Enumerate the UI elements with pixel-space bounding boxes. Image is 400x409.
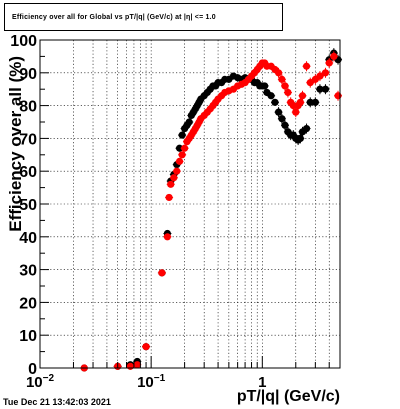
y-axis-label: Efficiency over all (%) [6, 56, 25, 232]
data-point [306, 77, 315, 88]
data-point [163, 233, 172, 241]
x-tick-label: 10−2 [26, 373, 55, 391]
data-point [311, 97, 320, 108]
data-point [306, 97, 315, 108]
y-tick-label: 60 [19, 164, 37, 181]
y-tick-label: 40 [19, 230, 37, 247]
data-point [185, 118, 194, 126]
y-tick-label: 70 [19, 131, 37, 148]
data-point [157, 269, 166, 277]
data-point [277, 113, 286, 124]
data-point [142, 343, 151, 351]
data-point [329, 51, 338, 62]
y-tick-label: 0 [28, 361, 37, 378]
data-point [280, 80, 289, 91]
data-point [267, 92, 276, 100]
data-point [175, 157, 184, 165]
timestamp: Tue Dec 21 13:42:03 2021 [3, 397, 111, 407]
chart-title: Efficiency over all for Global vs pT/|q|… [4, 3, 283, 31]
data-point [280, 120, 289, 131]
x-axis-label: pT/|q| (GeV/c) [237, 388, 340, 405]
data-point [325, 57, 334, 68]
data-series [80, 48, 343, 372]
data-point [274, 107, 283, 118]
series [80, 51, 343, 372]
data-point [172, 167, 181, 175]
y-tick-label: 10 [19, 328, 37, 345]
data-point [270, 98, 279, 106]
data-point [180, 144, 189, 152]
data-point [291, 107, 300, 118]
x-tick-label: 10−1 [137, 373, 166, 391]
data-point [315, 71, 324, 82]
y-tick-label: 90 [19, 66, 37, 83]
data-point [169, 174, 178, 182]
data-point [298, 90, 307, 101]
data-point [178, 131, 187, 139]
data-point [302, 61, 311, 72]
x-tick-label: 1 [258, 374, 266, 391]
data-point [260, 82, 269, 90]
data-point [321, 84, 330, 95]
data-point [165, 193, 174, 202]
data-point [277, 74, 286, 85]
data-point [283, 87, 292, 98]
data-point [334, 90, 343, 101]
data-point [321, 67, 330, 78]
y-tick-label: 100 [10, 33, 37, 50]
y-tick-label: 50 [19, 197, 37, 214]
y-tick-label: 30 [19, 263, 37, 280]
data-point [274, 67, 283, 78]
data-point [178, 151, 187, 159]
data-point [166, 180, 175, 188]
y-tick-label: 80 [19, 99, 37, 116]
axes: 0 10 20 30 40 50 60 70 80 90 100 10−2 10−1 1 [10, 33, 341, 391]
grid [40, 40, 340, 368]
data-point [302, 123, 311, 134]
y-tick-label: 20 [19, 295, 37, 312]
